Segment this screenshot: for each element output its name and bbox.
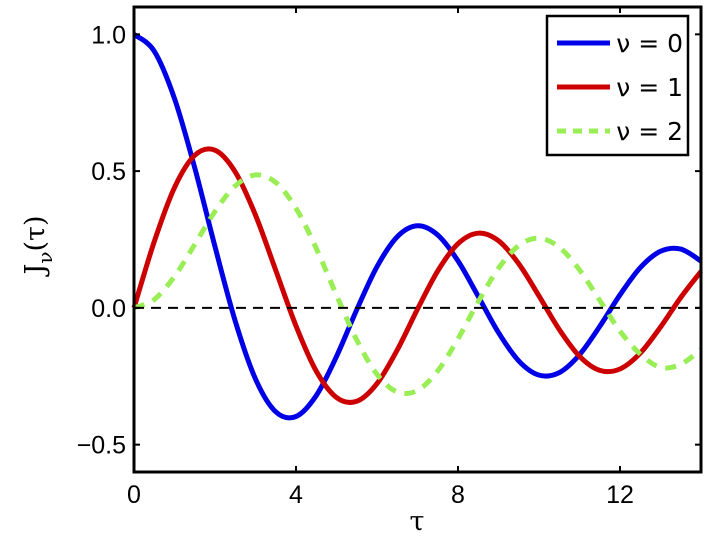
- legend-label-nu-1: ν = 1: [616, 73, 683, 102]
- x-tick-label: 0: [127, 481, 141, 509]
- y-tick-label: 1.0: [91, 21, 126, 49]
- y-axis-label-main: J: [20, 264, 51, 278]
- y-tick-label: 0.0: [91, 295, 126, 323]
- y-axis-label: Jν(τ): [20, 215, 57, 277]
- x-tick-label: 12: [606, 481, 634, 509]
- y-tick-label: −0.5: [77, 432, 126, 460]
- legend: ν = 0 ν = 1 ν = 2: [545, 14, 690, 157]
- x-tick-labels: 0 4 8 12: [127, 481, 634, 509]
- series-layer: [131, 32, 703, 421]
- legend-label-nu-0: ν = 0: [616, 29, 683, 58]
- y-axis-label-suffix: (τ): [20, 215, 51, 251]
- x-axis-label: τ: [410, 506, 425, 537]
- legend-items: ν = 0 ν = 1 ν = 2: [557, 29, 683, 146]
- legend-label-nu-2: ν = 2: [616, 117, 683, 146]
- svg-text:Jν(τ): Jν(τ): [20, 215, 57, 277]
- y-tick-labels: −0.5 0.0 0.5 1.0: [77, 21, 126, 459]
- x-tick-label: 4: [289, 481, 303, 509]
- y-axis-label-subscript: ν: [33, 252, 57, 264]
- plot-frame: [132, 5, 703, 474]
- x-tick-label: 8: [451, 481, 465, 509]
- series-line-nu-0: [132, 32, 703, 421]
- series-line-nu-2: [133, 172, 703, 397]
- series-line-nu-1: [131, 146, 703, 405]
- axis-ticks: [134, 7, 701, 472]
- y-tick-label: 0.5: [91, 158, 126, 186]
